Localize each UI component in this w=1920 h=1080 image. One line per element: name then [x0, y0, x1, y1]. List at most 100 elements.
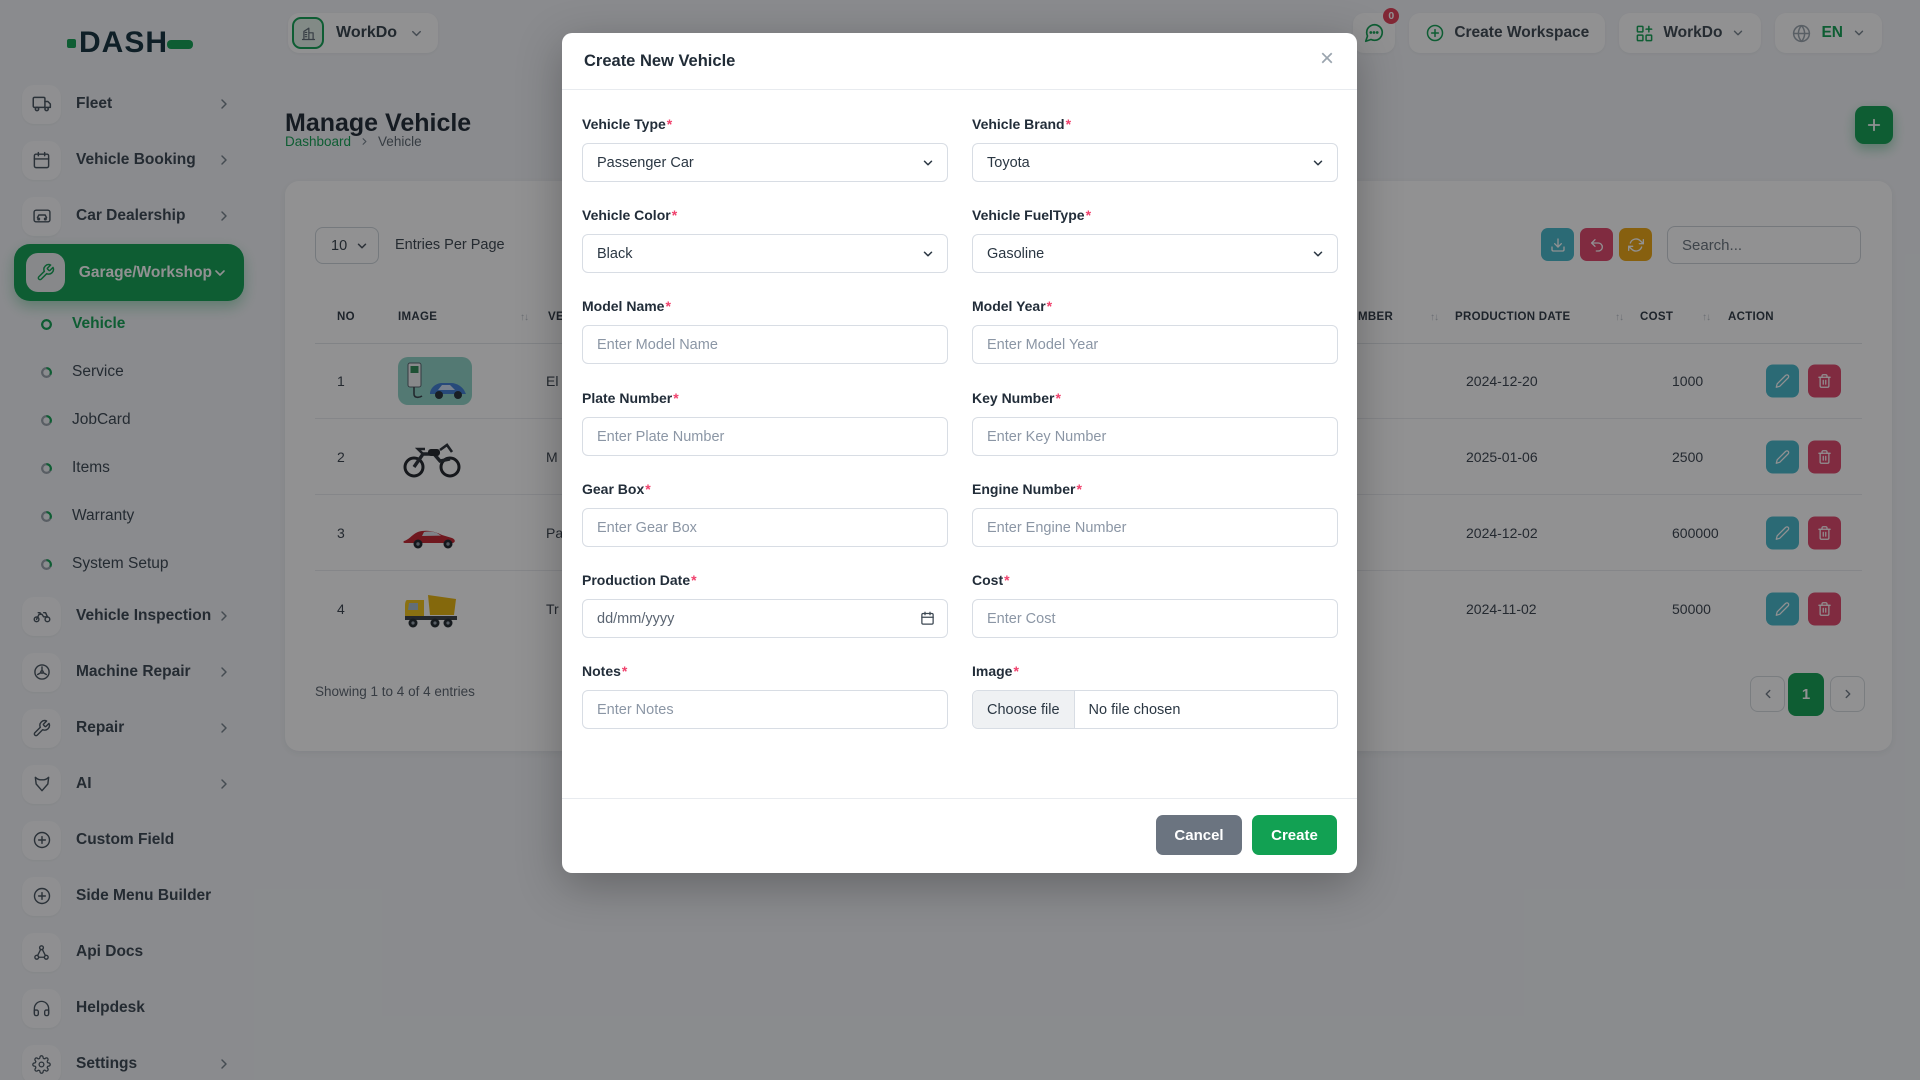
sidebar-item-label: Machine Repair	[76, 663, 191, 680]
calendar-icon[interactable]	[920, 611, 935, 626]
sidebar-item-label: Car Dealership	[76, 207, 186, 224]
sidebar-item-vehicle-booking[interactable]: Vehicle Booking	[0, 132, 260, 188]
sidebar-item-label: Custom Field	[76, 831, 175, 848]
sidebar-subitem-jobcard[interactable]: JobCard	[0, 396, 260, 444]
required-marker: *	[621, 663, 628, 679]
share-nodes-icon	[22, 932, 61, 972]
required-marker: *	[645, 481, 651, 497]
breadcrumb-dashboard-link[interactable]: Dashboard	[285, 134, 352, 149]
language-selector[interactable]: EN	[1775, 13, 1882, 53]
required-marker: *	[665, 298, 671, 314]
sidebar-item-label: Settings	[76, 1055, 138, 1072]
chevron-down-icon	[1852, 26, 1866, 40]
vehicle-image-yellow-dump-truck	[398, 585, 468, 633]
sidebar-item-side-menu-builder[interactable]: Side Menu Builder	[0, 868, 260, 924]
sidebar-item-helpdesk[interactable]: Helpdesk	[0, 980, 260, 1036]
create-workspace-button[interactable]: Create Workspace	[1409, 13, 1606, 53]
model-name-input[interactable]	[583, 326, 947, 363]
cancel-button[interactable]: Cancel	[1156, 815, 1242, 855]
cell-production-date: 2024-11-02	[1466, 601, 1537, 617]
edit-button[interactable]	[1766, 440, 1799, 473]
sidebar-subitem-service[interactable]: Service	[0, 348, 260, 396]
refresh-button[interactable]	[1619, 228, 1652, 261]
sidebar-subitem-label: Items	[72, 459, 110, 476]
vehicle-image-ev-charging-car	[398, 356, 472, 405]
sidebar-item-garage-workshop[interactable]: Garage/Workshop	[14, 244, 244, 301]
messages-button[interactable]: 0	[1353, 8, 1400, 53]
logo-dot	[67, 38, 76, 48]
entries-per-page-select[interactable]: 10	[315, 227, 379, 264]
chevron-right-icon	[216, 776, 232, 792]
required-marker: *	[1055, 390, 1061, 406]
plate-number-input[interactable]	[583, 418, 947, 455]
bullet-icon	[41, 558, 52, 570]
sidebar-item-api-docs[interactable]: Api Docs	[0, 924, 260, 980]
sort-icon[interactable]: ↑↓	[1702, 312, 1711, 323]
key-number-field-wrap	[972, 417, 1338, 456]
pagination-page-1[interactable]: 1	[1788, 673, 1824, 716]
chevron-right-icon	[216, 208, 232, 224]
gear-box-field-wrap	[582, 508, 948, 547]
sort-icon[interactable]: ↑↓	[1615, 312, 1624, 323]
edit-button[interactable]	[1766, 516, 1799, 549]
add-vehicle-button[interactable]	[1855, 106, 1893, 144]
create-button[interactable]: Create	[1252, 815, 1337, 855]
gear-box-input[interactable]	[583, 509, 947, 546]
sidebar-item-vehicle-inspection[interactable]: Vehicle Inspection	[0, 588, 260, 644]
sort-icon[interactable]: ↑↓	[520, 312, 529, 323]
notes-input[interactable]	[583, 691, 947, 728]
key-number-input[interactable]	[973, 418, 1337, 455]
pagination-prev-button[interactable]	[1750, 676, 1785, 712]
production-date-input[interactable]: dd/mm/yyyy	[582, 599, 948, 638]
sidebar-item-label: Api Docs	[76, 943, 144, 960]
edit-button[interactable]	[1766, 592, 1799, 626]
vehicle-type-select[interactable]: Passenger Car	[582, 143, 948, 182]
search-input[interactable]	[1667, 226, 1861, 264]
vehicle-fueltype-value: Gasoline	[987, 245, 1045, 262]
delete-button[interactable]	[1808, 516, 1841, 549]
delete-button[interactable]	[1808, 364, 1841, 397]
pagination-next-button[interactable]	[1830, 676, 1865, 712]
choose-file-button[interactable]: Choose file	[973, 691, 1075, 728]
cost-input[interactable]	[973, 600, 1337, 637]
required-marker: *	[666, 116, 673, 132]
image-file-input[interactable]: Choose file No file chosen	[972, 690, 1338, 729]
sidebar-subitem-warranty[interactable]: Warranty	[0, 492, 260, 540]
sidebar-item-label: AI	[76, 775, 92, 792]
required-marker: *	[1065, 116, 1072, 132]
edit-button[interactable]	[1766, 364, 1799, 397]
sidebar-item-fleet[interactable]: Fleet	[0, 76, 260, 132]
workspace-switcher[interactable]: WorkDo	[288, 13, 439, 53]
plus-circle-icon	[1425, 23, 1445, 43]
engine-number-input[interactable]	[973, 509, 1337, 546]
model-year-input[interactable]	[973, 326, 1337, 363]
vehicle-fueltype-select[interactable]: Gasoline	[972, 234, 1338, 273]
sidebar-item-machine-repair[interactable]: Machine Repair	[0, 644, 260, 700]
sidebar-subitem-vehicle[interactable]: Vehicle	[0, 300, 260, 348]
plate-number-field-wrap	[582, 417, 948, 456]
delete-button[interactable]	[1808, 440, 1841, 473]
bullet-icon	[41, 414, 52, 426]
vehicle-brand-select[interactable]: Toyota	[972, 143, 1338, 182]
brand-logo[interactable]: DASH	[67, 26, 194, 60]
sidebar-item-settings[interactable]: Settings	[0, 1036, 260, 1080]
sidebar-item-car-dealership[interactable]: Car Dealership	[0, 188, 260, 244]
sidebar-subitem-items[interactable]: Items	[0, 444, 260, 492]
sort-icon[interactable]: ↑↓	[1430, 312, 1439, 323]
vehicle-color-select[interactable]: Black	[582, 234, 948, 273]
required-marker: *	[1004, 572, 1010, 588]
sidebar-item-ai[interactable]: AI	[0, 756, 260, 812]
delete-button[interactable]	[1808, 592, 1841, 626]
car-icon	[22, 196, 61, 236]
bullet-icon	[41, 510, 52, 522]
export-download-button[interactable]	[1541, 228, 1574, 261]
sidebar-item-repair[interactable]: Repair	[0, 700, 260, 756]
reset-undo-button[interactable]	[1580, 228, 1613, 261]
app-switcher-button[interactable]: WorkDo	[1619, 13, 1762, 53]
required-marker: *	[671, 207, 678, 223]
close-icon[interactable]: ×	[1319, 45, 1334, 72]
sidebar-item-custom-field[interactable]: Custom Field	[0, 812, 260, 868]
required-marker: *	[1046, 298, 1053, 314]
cell-production-date: 2024-12-20	[1466, 372, 1538, 389]
sidebar-subitem-system-setup[interactable]: System Setup	[0, 540, 260, 588]
